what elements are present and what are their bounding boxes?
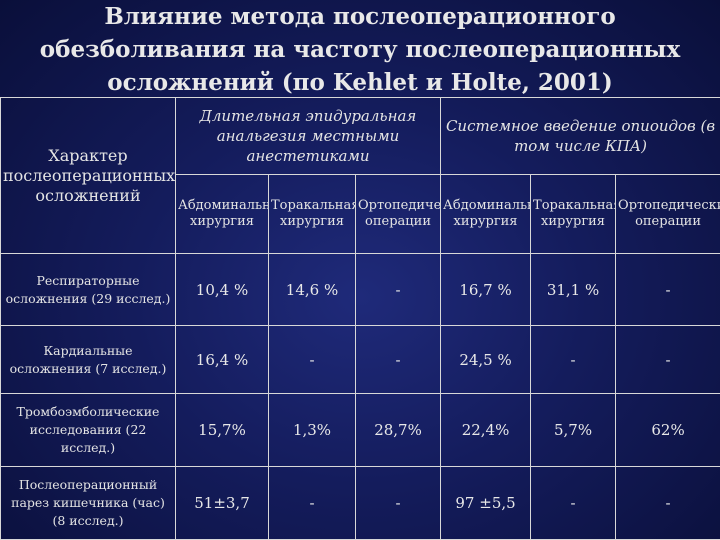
row-label: Тромбоэмболические исследования (22 иссл…	[0, 393, 176, 467]
slide-title: Влияние метода послеоперационного обезбо…	[0, 0, 720, 99]
value-cell: -	[268, 465, 356, 540]
value-cell: -	[354, 253, 442, 327]
value-cell: 51±3,7	[175, 465, 269, 540]
subheader-cell: Абдоминальная хирургия	[440, 173, 532, 255]
value-cell: 5,7%	[530, 393, 617, 467]
value-cell: 28,7%	[354, 393, 442, 467]
subheader-cell: Торакальная хирургия	[268, 173, 356, 255]
value-cell: 97 ±5,5	[440, 465, 532, 540]
value-cell: -	[530, 465, 617, 540]
title-line-1: Влияние метода послеоперационного	[104, 3, 616, 30]
group-header-row: Характер послеоперационных осложнений Дл…	[0, 96, 720, 255]
subheader-cell: Ортопедические операции	[615, 173, 720, 255]
table-row: Тромбоэмболические исследования (22 иссл…	[0, 393, 720, 467]
title-line-3: осложнений (по Kehlet и Holte, 2001)	[107, 69, 613, 96]
table-row: Кардиальные осложнения (7 исслед.) 16,4 …	[0, 325, 720, 395]
value-cell: -	[530, 325, 617, 395]
value-cell: 24,5 %	[440, 325, 532, 395]
group-header-opioids: Системное введение опиоидов (в том числе…	[440, 97, 720, 175]
table-row: Респираторные осложнения (29 исслед.) 10…	[0, 253, 720, 327]
title-line-2: обезболивания на частоту послеоперационн…	[39, 36, 681, 63]
value-cell: 31,1 %	[530, 253, 617, 327]
corner-header: Характер послеоперационных осложнений	[0, 96, 176, 255]
value-cell: -	[615, 253, 720, 327]
value-cell: 16,7 %	[440, 253, 532, 327]
row-label: Кардиальные осложнения (7 исслед.)	[0, 325, 176, 395]
value-cell: 10,4 %	[175, 253, 269, 327]
value-cell: 62%	[615, 393, 720, 467]
subheader-cell: Абдоминальная хирургия	[175, 173, 269, 255]
subheader-cell: Ортопедические операции	[354, 173, 442, 255]
value-cell: -	[615, 325, 720, 395]
value-cell: -	[268, 325, 356, 395]
group-header-epidural: Длительная эпидуральная анальгезия местн…	[174, 97, 442, 175]
subheader-cell: Торакальная хирургия	[530, 173, 617, 255]
complications-table: Характер послеоперационных осложнений Дл…	[0, 96, 720, 540]
row-label: Респираторные осложнения (29 исслед.)	[0, 253, 176, 327]
value-cell: -	[354, 465, 442, 540]
value-cell: -	[615, 465, 720, 540]
table-row: Послеоперационный парез кишечника (час) …	[0, 465, 720, 540]
value-cell: 22,4%	[440, 393, 532, 467]
row-label: Послеоперационный парез кишечника (час) …	[0, 465, 176, 540]
value-cell: 16,4 %	[175, 325, 269, 395]
value-cell: -	[354, 325, 442, 395]
value-cell: 1,3%	[268, 393, 356, 467]
subheader-row: Абдоминальная хирургия Торакальная хирур…	[1, 173, 720, 255]
value-cell: 14,6 %	[268, 253, 356, 327]
value-cell: 15,7%	[175, 393, 269, 467]
